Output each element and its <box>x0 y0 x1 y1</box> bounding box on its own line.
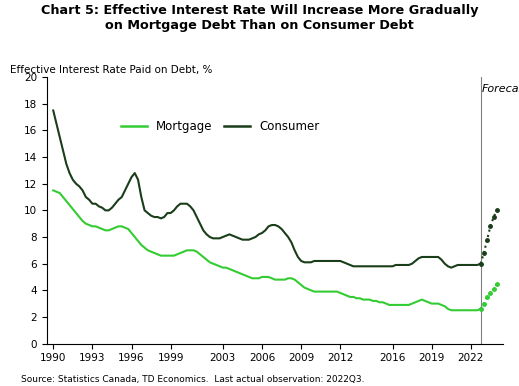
Text: Forecast: Forecast <box>482 84 519 94</box>
Text: Effective Interest Rate Paid on Debt, %: Effective Interest Rate Paid on Debt, % <box>10 64 213 74</box>
Text: Chart 5: Effective Interest Rate Will Increase More Gradually
on Mortgage Debt T: Chart 5: Effective Interest Rate Will In… <box>41 4 478 32</box>
Legend: Mortgage, Consumer: Mortgage, Consumer <box>116 115 325 137</box>
Text: Source: Statistics Canada, TD Economics.  Last actual observation: 2022Q3.: Source: Statistics Canada, TD Economics.… <box>21 375 364 384</box>
